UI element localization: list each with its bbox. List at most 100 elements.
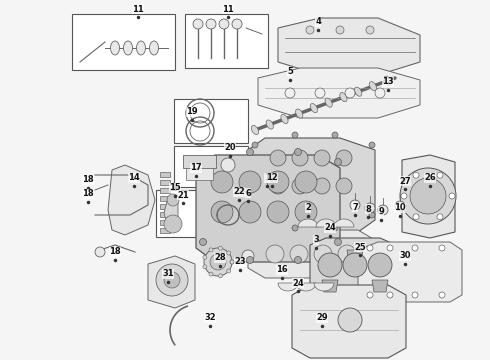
Text: 11: 11 <box>222 4 234 13</box>
Polygon shape <box>164 195 178 228</box>
Text: 3: 3 <box>313 235 319 244</box>
Ellipse shape <box>281 114 288 123</box>
Circle shape <box>412 292 418 298</box>
Circle shape <box>156 264 188 296</box>
Circle shape <box>369 142 375 148</box>
Circle shape <box>210 254 226 270</box>
Circle shape <box>219 246 222 250</box>
Text: 21: 21 <box>177 190 189 199</box>
Circle shape <box>365 203 375 213</box>
Text: 17: 17 <box>190 163 202 172</box>
Circle shape <box>294 148 301 156</box>
Text: 18: 18 <box>82 175 94 184</box>
Polygon shape <box>196 155 340 262</box>
Text: 19: 19 <box>186 108 198 117</box>
Ellipse shape <box>325 98 332 107</box>
Circle shape <box>413 172 419 178</box>
Circle shape <box>292 132 298 138</box>
Text: 27: 27 <box>399 176 411 185</box>
Polygon shape <box>248 138 375 232</box>
Bar <box>160 172 170 177</box>
Circle shape <box>227 269 231 273</box>
Circle shape <box>219 274 222 278</box>
Polygon shape <box>347 250 363 262</box>
Circle shape <box>336 178 352 194</box>
Circle shape <box>199 238 206 246</box>
Text: 24: 24 <box>324 224 336 233</box>
Polygon shape <box>358 242 462 302</box>
Ellipse shape <box>340 93 347 102</box>
Bar <box>160 180 170 185</box>
Text: 2: 2 <box>305 203 311 212</box>
Polygon shape <box>148 256 195 308</box>
Circle shape <box>338 245 356 263</box>
Ellipse shape <box>355 87 362 96</box>
Circle shape <box>336 26 344 34</box>
Circle shape <box>449 193 455 199</box>
Text: 14: 14 <box>128 174 140 183</box>
Text: 29: 29 <box>316 314 328 323</box>
Ellipse shape <box>137 41 146 55</box>
Circle shape <box>368 253 392 277</box>
Ellipse shape <box>111 41 120 55</box>
Circle shape <box>318 253 342 277</box>
Text: 1: 1 <box>264 174 270 183</box>
Circle shape <box>437 214 443 220</box>
Text: 8: 8 <box>365 204 371 213</box>
Circle shape <box>219 19 229 29</box>
Circle shape <box>211 201 233 223</box>
Text: 20: 20 <box>224 144 236 153</box>
Text: 18: 18 <box>82 189 94 198</box>
Circle shape <box>387 292 393 298</box>
Circle shape <box>314 150 330 166</box>
Circle shape <box>203 265 207 269</box>
Bar <box>160 196 170 201</box>
Polygon shape <box>278 18 420 75</box>
Circle shape <box>232 19 242 29</box>
Polygon shape <box>402 155 455 238</box>
Circle shape <box>295 201 317 223</box>
Polygon shape <box>258 68 420 118</box>
Circle shape <box>292 178 308 194</box>
Circle shape <box>164 272 180 288</box>
Circle shape <box>375 88 385 98</box>
Ellipse shape <box>310 104 318 113</box>
Text: 15: 15 <box>169 184 181 193</box>
Polygon shape <box>292 285 406 358</box>
Circle shape <box>239 171 261 193</box>
Circle shape <box>95 247 105 257</box>
Circle shape <box>267 201 289 223</box>
Ellipse shape <box>266 120 273 129</box>
Text: 5: 5 <box>287 68 293 77</box>
Circle shape <box>285 88 295 98</box>
Circle shape <box>266 245 284 263</box>
Circle shape <box>367 245 373 251</box>
Text: 25: 25 <box>354 243 366 252</box>
Circle shape <box>211 171 233 193</box>
Circle shape <box>252 142 258 148</box>
Text: 10: 10 <box>394 203 406 212</box>
Circle shape <box>209 272 213 276</box>
Circle shape <box>167 194 179 206</box>
Circle shape <box>367 292 373 298</box>
Circle shape <box>400 168 456 224</box>
Circle shape <box>203 255 207 259</box>
Circle shape <box>338 308 362 332</box>
Circle shape <box>294 256 301 264</box>
Text: 4: 4 <box>315 18 321 27</box>
Bar <box>160 212 170 217</box>
Polygon shape <box>372 280 388 292</box>
Circle shape <box>246 148 253 156</box>
Circle shape <box>439 292 445 298</box>
Bar <box>160 204 170 209</box>
Circle shape <box>230 260 234 264</box>
Circle shape <box>335 238 342 246</box>
Circle shape <box>306 26 314 34</box>
Circle shape <box>314 178 330 194</box>
Text: 18: 18 <box>109 248 121 256</box>
Circle shape <box>332 225 338 231</box>
Circle shape <box>412 245 418 251</box>
Circle shape <box>314 245 332 263</box>
Polygon shape <box>248 230 375 278</box>
Bar <box>160 220 170 225</box>
